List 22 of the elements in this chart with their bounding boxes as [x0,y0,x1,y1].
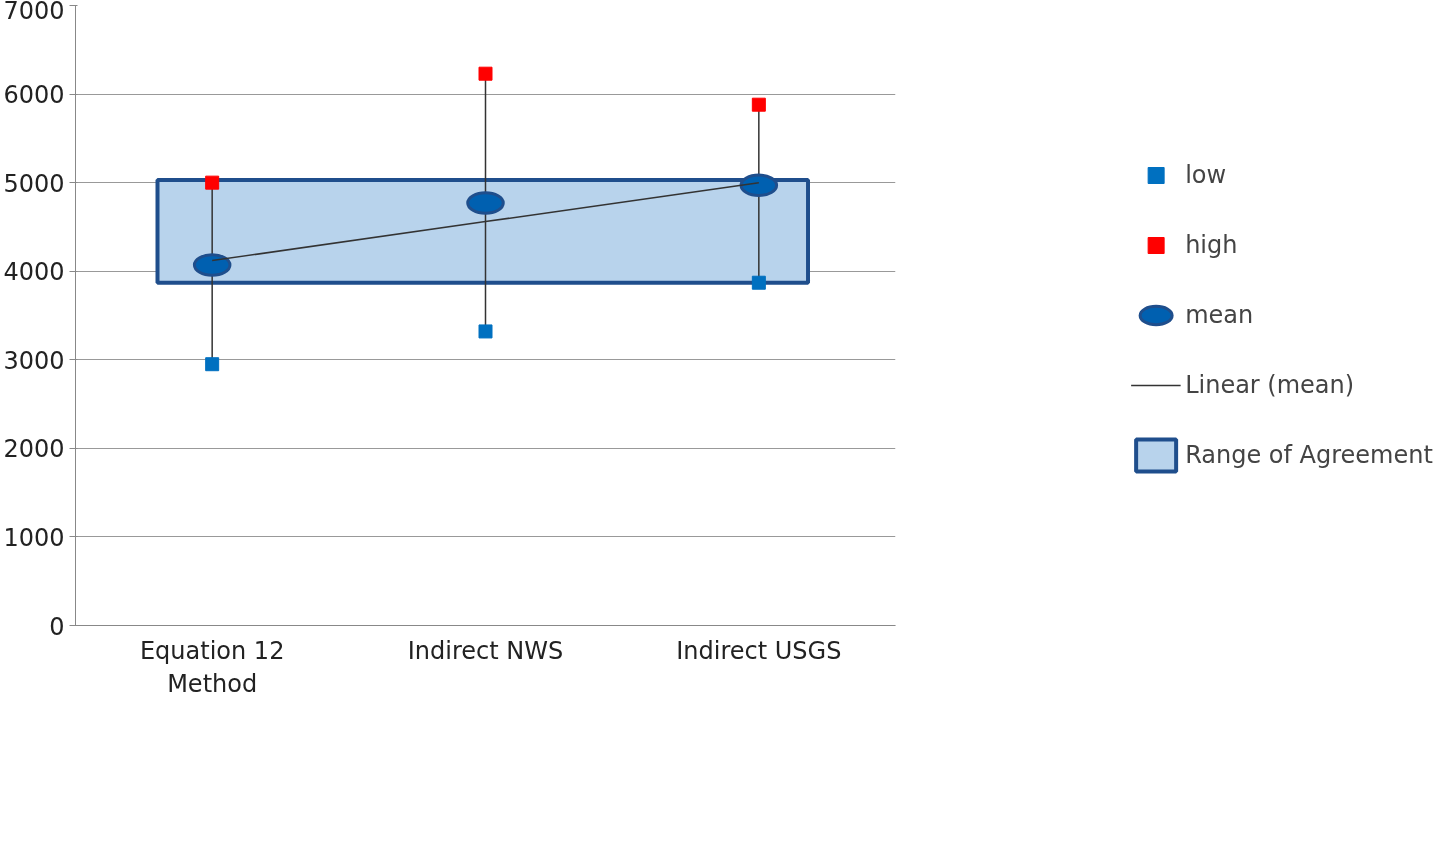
x-tick-label: Equation 12 Method [139,636,285,699]
point [205,357,220,372]
point [478,66,493,81]
point [751,97,766,112]
y-tick-label: 4000 [3,258,65,287]
legend-label: mean [1185,301,1254,329]
point [478,324,493,339]
x-tick-label: Indirect NWS [407,636,564,665]
y-tick-label: 1000 [3,523,65,552]
legend-label: high [1185,231,1238,259]
y-tick-label: 3000 [3,346,65,375]
x-tick-label: Indirect USGS [676,636,842,665]
legend-label: low [1185,161,1227,189]
y-tick-label: 0 [49,612,65,641]
legend-label: Linear (mean) [1185,371,1355,399]
point [751,275,766,290]
y-tick-label: 7000 [3,0,65,25]
point [205,175,220,190]
y-tick-label: 2000 [3,435,65,464]
y-tick-label: 5000 [3,169,65,198]
legend-label: Range of Agreement [1185,441,1433,469]
y-tick-label: 6000 [3,81,65,110]
